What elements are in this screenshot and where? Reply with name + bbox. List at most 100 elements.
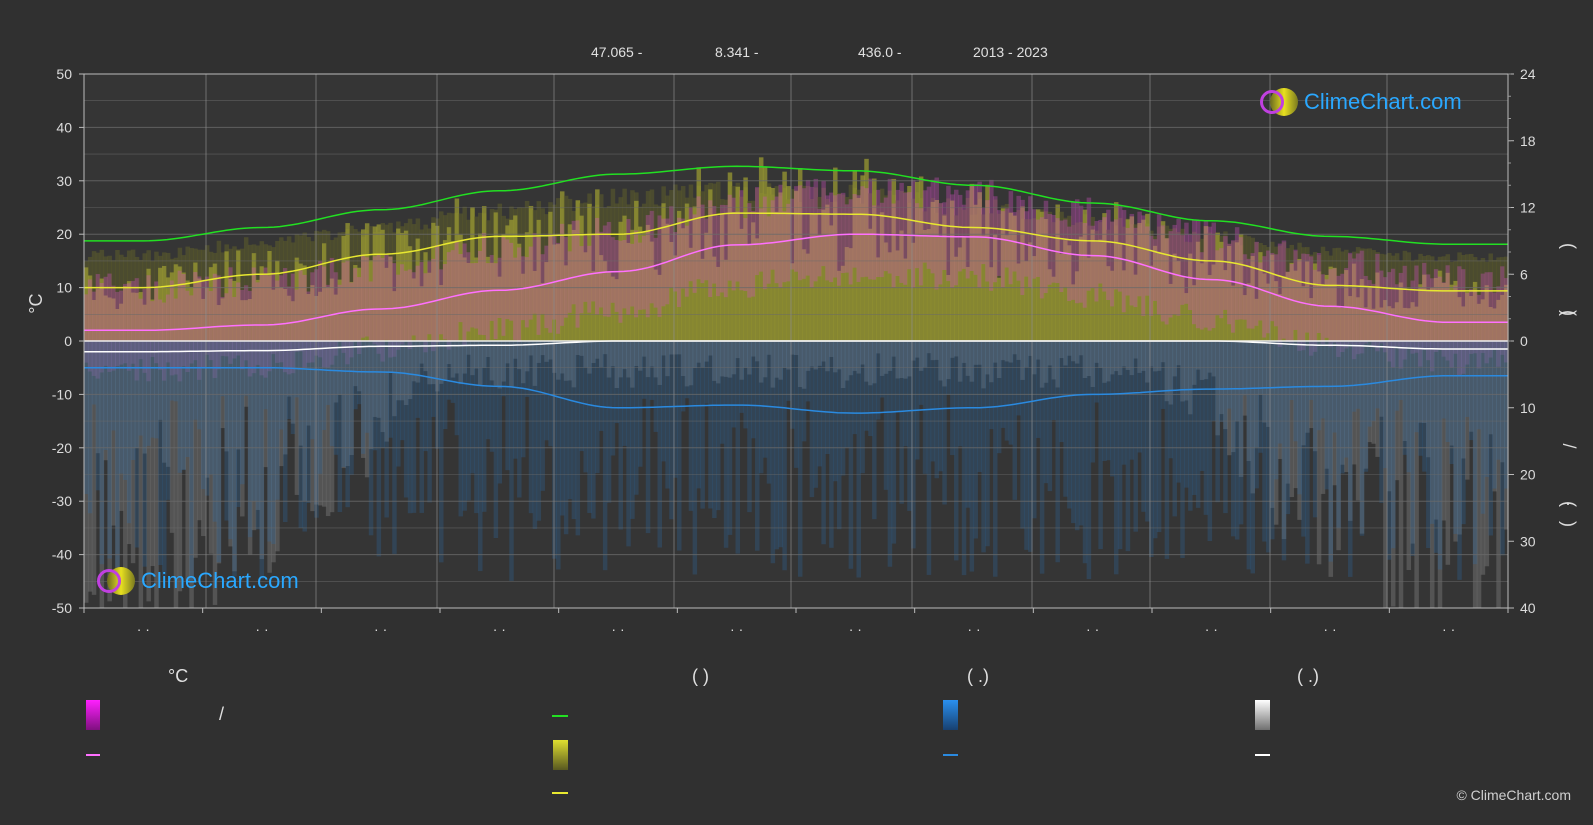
temperature-range-bar	[907, 192, 912, 270]
snowfall-bar	[626, 341, 631, 378]
rainfall-bar	[598, 341, 604, 431]
rainfall-bar	[528, 341, 534, 514]
x-tick-label: · ·	[1205, 621, 1218, 637]
snowfall-bar	[989, 341, 994, 383]
snowfall-bar	[267, 341, 272, 573]
temperature-range-bar	[770, 200, 776, 270]
rainfall-bar	[286, 341, 292, 420]
temperature-range-bar	[591, 233, 596, 302]
temperature-range-bar	[123, 283, 128, 364]
rainfall-bar	[723, 341, 729, 548]
temperature-range-bar	[891, 203, 897, 288]
temperature-range-bar	[528, 246, 534, 320]
rainfall-bar	[1422, 341, 1427, 472]
temperature-range-bar	[634, 230, 639, 318]
snowfall-bar	[1008, 341, 1014, 363]
sunshine-bar	[977, 192, 982, 341]
sunshine-bar	[212, 263, 218, 341]
sunshine-bar	[126, 281, 132, 341]
rainfall-bar	[236, 341, 241, 508]
temperature-range-bar	[1273, 254, 1279, 327]
logo-text: ClimeChart.com	[1304, 89, 1462, 114]
rainfall-bar	[1402, 341, 1408, 455]
snowfall-bar	[879, 341, 885, 376]
sunshine-bar	[1324, 274, 1330, 341]
sunshine-bar	[833, 167, 838, 341]
x-tick-label: · ·	[255, 621, 268, 637]
snowfall-bar	[1211, 341, 1216, 377]
temperature-range-bar	[766, 216, 772, 284]
snowfall-bar	[657, 341, 663, 385]
snowfall-bar	[887, 341, 893, 371]
temperature-range-bar	[1215, 250, 1220, 316]
snowfall-bar	[883, 341, 889, 374]
sunshine-bar	[318, 291, 323, 341]
temperature-range-bar	[1312, 269, 1318, 352]
sunshine-bar	[1461, 306, 1466, 341]
daylight-bar	[1410, 260, 1415, 341]
rainfall-bar	[376, 341, 382, 557]
temperature-range-bar	[1098, 219, 1103, 284]
snowfall-bar	[1223, 341, 1228, 430]
legend-swatches	[86, 700, 1270, 794]
snowfall-bar	[598, 341, 604, 368]
snowfall-bar	[556, 341, 561, 380]
daylight-bar	[1184, 241, 1189, 341]
sunshine-bar	[384, 267, 389, 341]
rainfall-bar	[524, 341, 530, 397]
temperature-range-bar	[696, 196, 702, 280]
snowfall-bar	[415, 341, 421, 383]
snowfall-bar	[380, 341, 386, 433]
rainfall-bar	[961, 341, 967, 576]
daylight-bar	[1496, 257, 1501, 341]
sunshine-bar	[290, 301, 296, 341]
sunshine-bar	[1004, 235, 1010, 341]
snowfall-bar	[821, 341, 826, 362]
sunshine-bar	[1121, 270, 1127, 341]
rainfall-bar	[1145, 341, 1150, 522]
sunshine-bar	[1176, 260, 1181, 341]
logo-bottom[interactable]: ClimeChart.com	[97, 567, 299, 595]
daylight-bar	[716, 181, 721, 341]
logo-top[interactable]: ClimeChart.com	[1260, 88, 1462, 116]
rainfall-bar	[1316, 341, 1322, 431]
temperature-range-bar	[130, 280, 136, 364]
sunshine-bar	[723, 259, 729, 341]
y-left-tick-label: 0	[64, 333, 72, 349]
sunshine-bar	[981, 235, 986, 341]
temperature-range-bar	[735, 211, 741, 282]
temperature-range-bar	[1246, 258, 1252, 329]
sunshine-bar	[1086, 257, 1092, 341]
temperature-range-bar	[669, 206, 674, 288]
snowfall-bar	[1449, 341, 1454, 446]
rainfall-bar	[181, 341, 187, 471]
snowfall-bar	[911, 341, 916, 361]
temperature-range-bar	[864, 188, 869, 277]
y-right-hours-tick-label: 24	[1520, 66, 1536, 82]
rainfall-bar	[755, 341, 760, 551]
rainfall-bar	[204, 341, 210, 496]
rainfall-bar	[1234, 341, 1240, 540]
rainfall-bar	[431, 341, 436, 417]
rainfall-bar	[306, 341, 311, 504]
snowfall-bar	[466, 341, 471, 355]
rainfall-bar	[485, 341, 491, 440]
temperature-range-bar	[1445, 265, 1451, 361]
snowfall-bar	[282, 341, 288, 455]
snowfall-bar	[1246, 341, 1252, 462]
rainfall-bar	[462, 341, 467, 511]
sunshine-bar	[1273, 281, 1279, 341]
temperature-range-bar	[1441, 282, 1447, 357]
temperature-range-bar	[563, 237, 569, 318]
sunshine-bar	[961, 237, 967, 341]
snowfall-bar	[524, 341, 530, 372]
temperature-range-bar	[204, 276, 210, 355]
daylight-bar	[439, 211, 444, 341]
temperature-range-bar	[286, 286, 292, 375]
snowfall-bar	[1067, 341, 1072, 356]
sunshine-bar	[1067, 245, 1072, 341]
temperature-range-bar	[513, 257, 518, 340]
rainfall-bar	[1067, 341, 1072, 509]
temperature-range-bar	[805, 179, 811, 276]
snowfall-bar	[1238, 341, 1244, 477]
